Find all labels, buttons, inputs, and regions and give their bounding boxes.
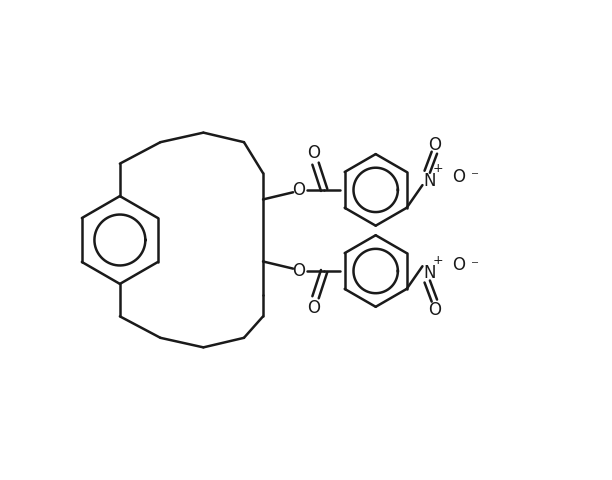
Text: O: O [428, 301, 441, 319]
Text: ⁻: ⁻ [471, 258, 479, 273]
Text: O: O [293, 181, 305, 199]
Text: +: + [433, 162, 444, 175]
Text: ⁻: ⁻ [471, 169, 479, 184]
Text: N: N [424, 264, 436, 282]
Text: N: N [424, 172, 436, 190]
Text: O: O [293, 262, 305, 280]
Text: +: + [433, 254, 444, 267]
Text: O: O [452, 256, 465, 274]
Text: O: O [452, 168, 465, 186]
Text: O: O [307, 144, 319, 162]
Text: O: O [307, 299, 319, 317]
Text: O: O [428, 135, 441, 154]
